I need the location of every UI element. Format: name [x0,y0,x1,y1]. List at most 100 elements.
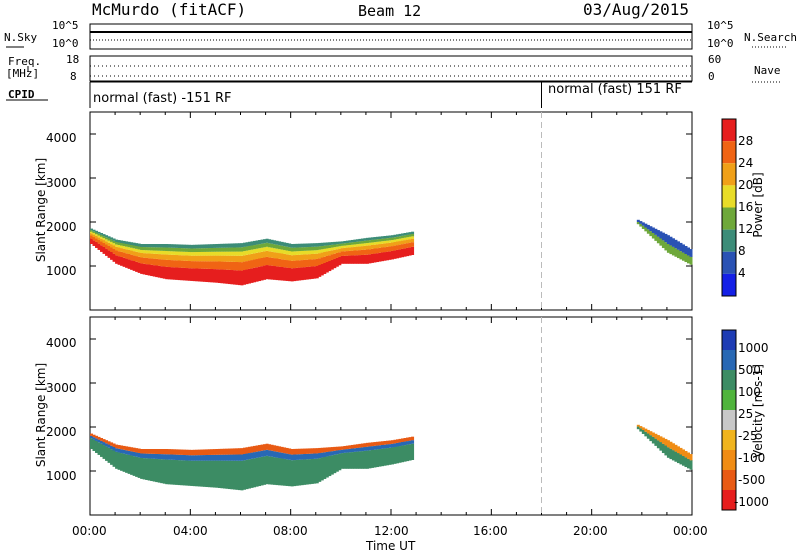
power-cell [300,260,304,268]
velocity-cell [403,445,407,462]
power-cell [393,239,397,242]
power-cell [295,267,299,281]
power-cell [95,234,99,236]
power-cell [175,251,179,256]
power-cell [375,241,379,245]
power-cell [343,245,347,248]
power-cell-late [676,241,680,250]
power-cell [150,258,154,265]
power-cell [385,243,389,247]
velocity-cell [217,448,221,455]
velocity-cell-late [681,449,685,456]
power-cell [142,250,146,254]
power-cell-late [664,233,668,243]
velocity-cell [187,449,191,456]
power-cell [268,239,272,244]
velocity-cell [180,454,184,461]
power-cell [303,254,307,260]
velocity-colorbar-swatch [722,430,736,450]
power-cell-late [641,225,645,229]
power-cell [375,248,379,254]
power-cell [210,247,214,252]
velocity-cell [338,450,342,454]
power-ylabel: Slant Range [km] [34,157,48,263]
velocity-cell [255,457,259,487]
power-cell [137,243,141,247]
power-cell [403,235,407,238]
power-cell [378,239,382,242]
power-cell [378,244,382,248]
power-cell [192,268,196,282]
power-cell [167,259,171,268]
velocity-cell [225,454,229,461]
velocity-cell [290,454,294,461]
velocity-cell-late [671,443,675,451]
power-cell [235,261,239,271]
power-cell-late [644,227,648,232]
power-cell [145,253,149,258]
power-cell [283,259,287,268]
power-cell [283,242,287,247]
power-cell [250,268,254,283]
velocity-cell [112,443,116,447]
power-cell [408,232,412,235]
power-cell [220,255,224,262]
power-cell [180,248,184,252]
velocity-cell [411,436,415,441]
velocity-cell [200,449,204,456]
power-cell [202,261,206,269]
power-cell [180,260,184,268]
power-cell [305,254,309,260]
power-cell [222,269,226,284]
velocity-cell [207,454,211,461]
velocity-cell [373,442,377,446]
power-cell [328,255,332,261]
power-cell [205,244,209,249]
velocity-cell [293,454,297,461]
velocity-cbar-tick-minus-25: -25 [738,429,758,443]
power-cell-late [649,231,653,237]
velocity-cell [360,451,364,469]
velocity-cell [325,451,329,457]
velocity-cell-late [679,454,683,465]
power-cell [195,252,199,256]
freq-tick-top: 18 [66,53,80,66]
power-cell [95,241,99,248]
power-cell [290,244,294,248]
power-cell-late [689,249,693,257]
power-cell [117,251,121,257]
xtick-00-00-end: 00:00 [673,524,708,538]
power-cell [408,247,412,256]
freq-panel-frame [89,55,693,82]
power-cell [167,251,171,255]
velocity-cell [127,446,131,451]
power-cell [142,257,146,264]
power-cell [157,254,161,260]
velocity-cell [305,448,309,454]
velocity-cell [192,460,196,487]
velocity-cell [207,460,211,488]
power-cell [398,249,402,258]
power-cell [220,247,224,252]
power-cell [95,238,99,242]
power-cell [217,247,221,252]
velocity-cell-late [654,438,658,446]
power-cell [391,246,395,251]
velocity-cell [205,455,209,461]
velocity-cell [298,454,302,460]
velocity-cell [358,451,362,469]
velocity-cell [125,454,129,473]
power-cell [365,245,369,250]
velocity-cbar-tick-25: 25 [738,407,754,421]
velocity-cell [175,454,179,461]
power-cell [182,255,186,261]
power-cell-late [681,244,685,253]
velocity-cell [202,460,206,487]
power-cell [380,247,384,253]
velocity-cell [185,460,189,486]
velocity-cell [385,440,389,445]
power-cell [232,270,236,285]
power-cell [373,237,377,240]
power-cell-late [666,235,670,244]
velocity-cell [253,445,257,453]
